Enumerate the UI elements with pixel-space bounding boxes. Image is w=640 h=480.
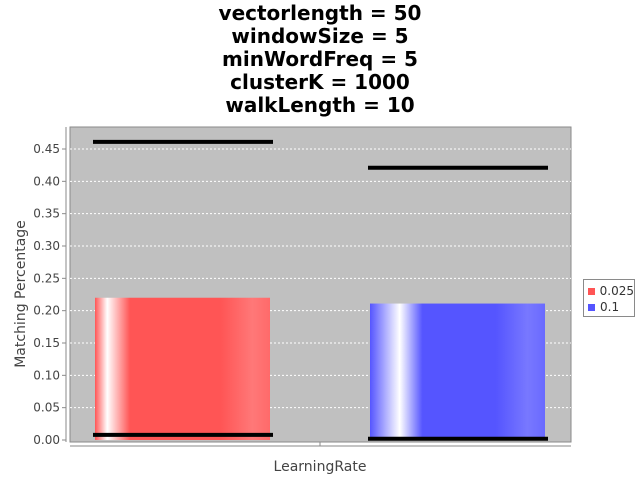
title-line: windowSize = 5 xyxy=(231,24,409,48)
legend-label: 0.025 xyxy=(599,284,634,298)
title-line: vectorlength = 50 xyxy=(218,1,422,25)
y-tick-label: 0.05 xyxy=(33,401,60,415)
legend-swatch xyxy=(588,287,595,295)
y-tick-label: 0.40 xyxy=(33,174,60,188)
legend-item: 0.1 xyxy=(588,299,634,315)
title-line: clusterK = 1000 xyxy=(230,70,410,94)
legend-swatch xyxy=(588,303,595,311)
y-axis: 0.00 0.05 0.10 0.15 0.20 0.25 0.30 0.35 0.40 0.45 xyxy=(33,142,66,447)
bar-0.025 xyxy=(95,297,270,440)
y-axis-label: Matching Percentage xyxy=(13,220,29,368)
legend-item: 0.025 xyxy=(588,283,634,299)
bars xyxy=(95,297,545,440)
x-axis-label: LearningRate xyxy=(274,459,367,475)
y-tick-label: 0.15 xyxy=(33,336,60,350)
range-markers xyxy=(93,139,548,441)
title-line: minWordFreq = 5 xyxy=(222,47,418,71)
chart-title: vectorlength = 50 windowSize = 5 minWord… xyxy=(0,2,640,117)
y-tick-label: 0.00 xyxy=(33,433,60,447)
legend: 0.025 0.1 xyxy=(583,279,635,317)
bar-0.1 xyxy=(370,303,545,440)
y-tick-label: 0.20 xyxy=(33,304,60,318)
y-tick-label: 0.45 xyxy=(33,142,60,156)
y-tick-label: 0.10 xyxy=(33,368,60,382)
y-tick-label: 0.35 xyxy=(33,207,60,221)
title-line: walkLength = 10 xyxy=(225,93,415,117)
legend-label: 0.1 xyxy=(600,300,620,314)
y-tick-label: 0.30 xyxy=(33,239,60,253)
y-tick-label: 0.25 xyxy=(33,271,60,285)
